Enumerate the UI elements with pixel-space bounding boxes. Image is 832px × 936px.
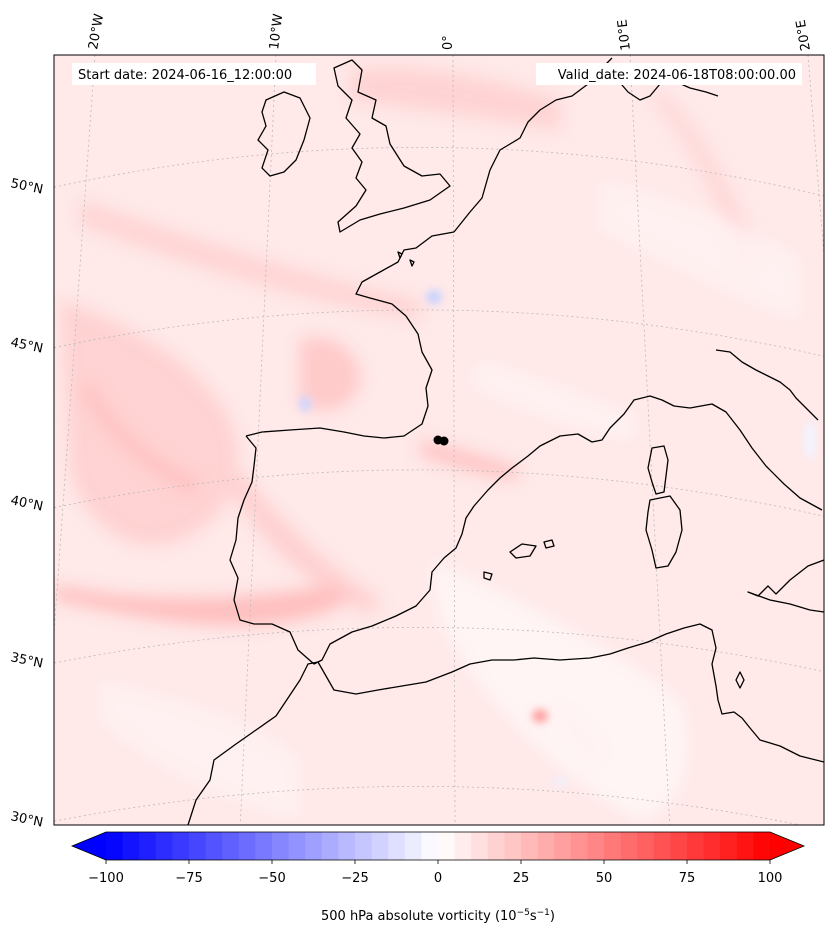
- colorbar-segment: [537, 832, 555, 860]
- colorbar-extend-max: [770, 832, 804, 860]
- colorbar-tick-label: 0: [434, 871, 442, 886]
- start-date-annotation: Start date: 2024-06-16_12:00:00: [72, 63, 316, 85]
- marker-dots: [433, 435, 449, 446]
- start-date-text: Start date: 2024-06-16_12:00:00: [78, 68, 292, 83]
- colorbar-segment: [172, 832, 190, 860]
- valid-date-text: Valid_date: 2024-06-18T08:00:00.00: [558, 68, 796, 83]
- colorbar-segment: [736, 832, 754, 860]
- coast-france-atlantic: [245, 231, 455, 439]
- lon-label-20w: 20°W: [86, 13, 107, 51]
- colorbar-tick-label: −50: [258, 871, 285, 886]
- colorbar-segment: [106, 832, 124, 860]
- colorbar-title: 500 hPa absolute vorticity (10−5s−1): [321, 908, 555, 924]
- lon-label-20e: 20°E: [794, 19, 814, 52]
- colorbar-segment: [753, 832, 771, 860]
- colorbar-segment: [189, 832, 207, 860]
- graticule-lines: [54, 55, 824, 825]
- colorbar-segment: [155, 832, 173, 860]
- colorbar: −100 −75 −50 −25 0 25 50 75 100 500 hPa absolute…: [70, 831, 806, 924]
- colorbar-segment: [288, 832, 306, 860]
- lat-label-50n: 50°N: [9, 176, 44, 197]
- coast-ireland: [257, 91, 311, 177]
- map-frame: [53, 54, 825, 826]
- colorbar-segment: [570, 832, 588, 860]
- colorbar-segment: [371, 832, 389, 860]
- colorbar-segment: [238, 832, 256, 860]
- coast-italy: [689, 403, 823, 511]
- colorbar-tick-label: −75: [175, 871, 202, 886]
- colorbar-segment: [703, 832, 721, 860]
- colorbar-segment: [205, 832, 223, 860]
- lon-label-0: 0°: [441, 35, 456, 50]
- colorbar-segment: [421, 832, 439, 860]
- vorticity-negative-spots: [299, 290, 816, 786]
- colorbar-segment: [388, 832, 406, 860]
- colorbar-segment: [521, 832, 539, 860]
- coast-channel-islands: [397, 251, 415, 267]
- colorbar-segment: [720, 832, 738, 860]
- coast-adriatic: [715, 349, 819, 421]
- colorbar-tick-label: 25: [513, 871, 530, 886]
- colorbar-segment: [139, 832, 157, 860]
- colorbar-segment: [604, 832, 622, 860]
- coast-sardinia: [645, 495, 683, 569]
- coastlines: [187, 57, 824, 825]
- colorbar-tick-label: 100: [758, 871, 783, 886]
- map-panel: [54, 55, 824, 825]
- colorbar-segment: [355, 832, 373, 860]
- colorbar-segment: [637, 832, 655, 860]
- colorbar-segment: [487, 832, 505, 860]
- colorbar-segment: [471, 832, 489, 860]
- vorticity-field-light-patches: [100, 180, 800, 820]
- coast-sicily: [735, 671, 745, 689]
- colorbar-segment: [305, 832, 323, 860]
- colorbar-segment: [122, 832, 140, 860]
- lat-label-30n: 30°N: [9, 809, 44, 830]
- colorbar-segment: [338, 832, 356, 860]
- colorbar-segment: [321, 832, 339, 860]
- colorbar-tick-label: −25: [341, 871, 368, 886]
- colorbar-segment: [404, 832, 422, 860]
- colorbar-segment: [222, 832, 240, 860]
- lon-label-10e: 10°E: [615, 18, 634, 51]
- colorbar-segment: [653, 832, 671, 860]
- colorbar-segment: [620, 832, 638, 860]
- lon-label-10w: 10°W: [267, 13, 286, 51]
- coast-great-britain: [333, 59, 451, 233]
- coast-corsica: [647, 445, 669, 495]
- colorbar-tick-label: −100: [88, 871, 124, 886]
- colorbar-segment: [255, 832, 273, 860]
- colorbar-segment: [504, 832, 522, 860]
- lat-label-35n: 35°N: [9, 650, 44, 671]
- colorbar-ticks: −100 −75 −50 −25 0 25 50 75 100: [88, 860, 782, 886]
- coast-north-africa: [187, 623, 824, 825]
- colorbar-segment: [670, 832, 688, 860]
- coast-iberia-west: [229, 395, 691, 665]
- colorbar-segment: [454, 832, 472, 860]
- coast-balearics: [483, 539, 555, 581]
- colorbar-tick-label: 75: [679, 871, 696, 886]
- colorbar-segment: [554, 832, 572, 860]
- colorbar-segment: [272, 832, 290, 860]
- lat-label-40n: 40°N: [9, 493, 44, 514]
- valid-date-annotation: Valid_date: 2024-06-18T08:00:00.00: [536, 63, 802, 85]
- longitude-labels: 20°W 10°W 0° 10°E 20°E: [86, 13, 814, 52]
- colorbar-extend-min: [72, 832, 106, 860]
- lat-label-45n: 45°N: [9, 335, 44, 356]
- colorbar-segment: [587, 832, 605, 860]
- colorbar-tick-label: 50: [596, 871, 613, 886]
- colorbar-segment: [687, 832, 705, 860]
- colorbar-segments: [72, 832, 804, 860]
- colorbar-segment: [438, 832, 456, 860]
- coast-italy-south: [747, 559, 824, 613]
- latitude-labels: 50°N 45°N 40°N 35°N 30°N: [9, 176, 44, 830]
